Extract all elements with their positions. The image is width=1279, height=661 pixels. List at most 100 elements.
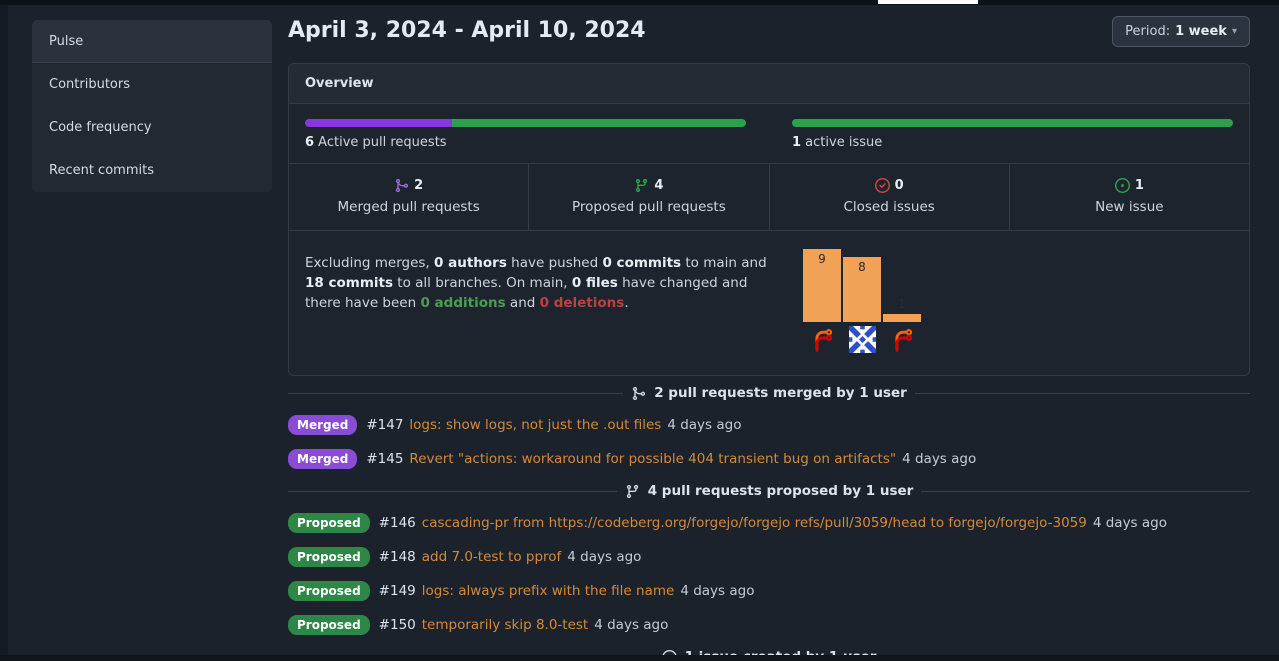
stat-label: Closed issues	[843, 199, 935, 215]
item-title-link[interactable]: logs: show logs, not just the .out files	[409, 417, 662, 433]
issues-progress-label: 1 active issue	[792, 135, 1233, 150]
active-pull-requests: 6 Active pull requests	[305, 119, 746, 150]
stat-count: 1	[1134, 178, 1144, 193]
page-title: April 3, 2024 - April 10, 2024	[288, 18, 646, 43]
summary-segment: 0 deletions	[539, 295, 625, 311]
git-branch-icon	[625, 484, 640, 499]
active-issue-text: active issue	[801, 135, 883, 150]
divider-line	[921, 490, 1251, 492]
section-title-2-pull-requests-merged-by-1-user: 2 pull requests merged by 1 user	[288, 385, 1251, 401]
divider-line	[288, 392, 624, 394]
period-dropdown[interactable]: Period: 1 week ▾	[1112, 16, 1250, 47]
activity-row: Proposed #148 add 7.0-test to pprof 4 days …	[288, 547, 1250, 567]
item-number: #147	[366, 417, 404, 433]
activity-sections: 2 pull requests merged by 1 user Merged #1…	[288, 385, 1251, 655]
item-title-link[interactable]: add 7.0-test to pprof	[421, 549, 562, 565]
item-title-link[interactable]: logs: always prefix with the file name	[421, 583, 675, 599]
window-bottom-edge	[0, 655, 1279, 661]
sidebar-item-code-frequency[interactable]: Code frequency	[49, 120, 152, 135]
stat-label: Merged pull requests	[337, 199, 480, 215]
summary-segment: 0 additions	[420, 295, 506, 311]
content-header: April 3, 2024 - April 10, 2024 Period: 1…	[288, 16, 1250, 63]
item-timestamp: 4 days ago	[902, 451, 977, 467]
git-merge-icon	[631, 386, 646, 401]
item-number: #148	[378, 549, 416, 565]
git-branch-icon	[634, 178, 649, 193]
stat-count-row: 0	[770, 178, 1009, 193]
stat-new-issue[interactable]: 1 New issue	[1008, 164, 1249, 230]
summary-segment: have pushed	[506, 255, 603, 271]
user-avatar[interactable]	[883, 326, 921, 357]
item-title-link[interactable]: cascading-pr from https://codeberg.org/f…	[421, 515, 1087, 531]
issue-opened-icon	[1114, 178, 1130, 193]
stat-count: 2	[414, 178, 424, 193]
status-badge: Proposed	[288, 513, 370, 533]
status-badge: Proposed	[288, 547, 370, 567]
pulse-page: Pulse Contributors Code frequency Recent co…	[8, 5, 1279, 655]
pull-requests-progress-label: 6 Active pull requests	[305, 135, 746, 150]
item-timestamp: 4 days ago	[567, 549, 642, 565]
user-avatars	[803, 324, 921, 357]
period-value: 1 week	[1175, 24, 1227, 39]
activity-row: Merged #147 logs: show logs, not just the …	[288, 415, 1250, 435]
summary-segment: have changed and there have been	[305, 275, 748, 311]
activity-row: Proposed #150 temporarily skip 8.0-test 4 d…	[288, 615, 1250, 635]
stat-merged-pull-requests[interactable]: 2 Merged pull requests	[289, 164, 528, 230]
summary-segment: to all branches. On main,	[393, 275, 572, 291]
stat-count-row: 4	[529, 178, 768, 193]
stat-count-row: 1	[1010, 178, 1249, 193]
identicon-avatar	[846, 324, 878, 357]
summary-segment: 18 commits	[305, 275, 394, 291]
chevron-down-icon: ▾	[1231, 26, 1237, 37]
section-title-text: 2 pull requests merged by 1 user	[654, 385, 907, 401]
item-number: #145	[366, 451, 404, 467]
status-badge: Merged	[288, 449, 358, 469]
commit-bar: 8	[843, 257, 881, 322]
status-badge: Proposed	[288, 581, 370, 601]
summary-segment: 0 commits	[602, 255, 682, 271]
commits-per-user-chart: 9 8 1	[803, 246, 921, 357]
stat-proposed-pull-requests[interactable]: 4 Proposed pull requests	[528, 164, 768, 230]
item-number: #149	[378, 583, 416, 599]
item-timestamp: 4 days ago	[667, 417, 742, 433]
active-pr-count: 6	[305, 135, 315, 150]
active-issues: 1 active issue	[792, 119, 1233, 150]
sidebar-item-contributors[interactable]: Contributors	[49, 77, 130, 92]
section-title-1-issue-created-by-1-user: 1 issue created by 1 user	[288, 649, 1250, 655]
stat-label: New issue	[1095, 199, 1164, 215]
git-merge-icon	[394, 178, 409, 193]
item-title-link[interactable]: Revert "actions: workaround for possible…	[409, 451, 897, 467]
summary-segment: and	[505, 295, 540, 311]
forgejo-avatar	[809, 326, 836, 357]
stat-count: 4	[654, 178, 664, 193]
activity-sidebar: Pulse Contributors Code frequency Recent co…	[32, 20, 272, 192]
summary-segment: to main and	[681, 255, 767, 271]
item-timestamp: 4 days ago	[594, 617, 669, 633]
activity-row: Proposed #146 cascading-pr from https://co…	[288, 513, 1250, 533]
active-pr-text: Active pull requests	[314, 135, 447, 150]
user-avatar[interactable]	[803, 326, 841, 357]
status-badge: Merged	[288, 415, 358, 435]
section-title-4-pull-requests-proposed-by-1-user: 4 pull requests proposed by 1 user	[288, 483, 1251, 499]
bar-value-label: 1	[898, 297, 906, 311]
bar-value-label: 8	[858, 260, 866, 274]
item-title-link[interactable]: temporarily skip 8.0-test	[421, 617, 589, 633]
overview-header: Overview	[289, 64, 1249, 104]
sidebar-item-recent-commits[interactable]: Recent commits	[49, 163, 154, 178]
progress-segment	[792, 119, 1233, 127]
progress-segment	[305, 119, 452, 127]
sidebar-item-pulse[interactable]: Pulse	[32, 20, 272, 63]
stat-closed-issues[interactable]: 0 Closed issues	[768, 164, 1009, 230]
activity-row: Merged #145 Revert "actions: workaround fo…	[288, 449, 1250, 469]
bar-value-label: 9	[818, 252, 826, 266]
stat-label: Proposed pull requests	[572, 199, 726, 215]
window-top-edge	[0, 0, 1279, 5]
summary-segment: 0 authors	[434, 255, 507, 271]
section-title-text: 1 issue created by 1 user	[685, 649, 877, 655]
item-number: #146	[378, 515, 416, 531]
stat-count-row: 2	[289, 178, 528, 193]
overview-panel: Overview 6 Active pull requests 1 active…	[288, 63, 1250, 376]
issue-opened-icon	[661, 649, 677, 655]
user-avatar[interactable]	[843, 324, 881, 357]
summary-segment: Excluding merges,	[305, 255, 435, 271]
